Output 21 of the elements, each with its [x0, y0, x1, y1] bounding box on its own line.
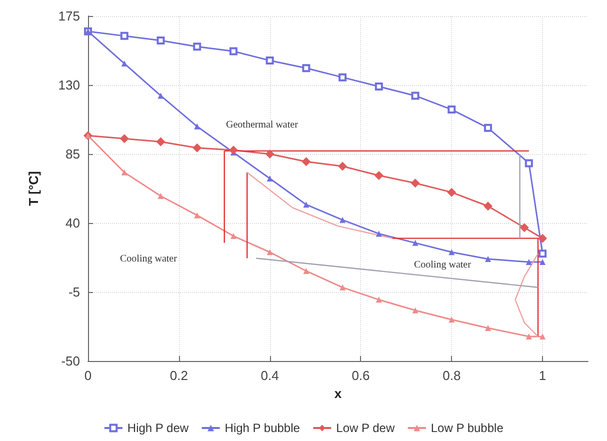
y-tick-label: 85: [66, 146, 80, 162]
annotation: Cooling water: [120, 254, 178, 264]
legend-label: Low P bubble: [430, 421, 504, 435]
x-tick-label: 0.2: [170, 368, 188, 383]
y-axis-title: T [°C]: [26, 171, 41, 206]
x-tick-label: 0.4: [260, 368, 279, 383]
x-tick-label: 0.6: [352, 368, 370, 383]
x-tick-label: 0: [84, 368, 92, 383]
annotation: Geothermal water: [226, 120, 299, 130]
legend-label: High P bubble: [224, 421, 300, 435]
legend-label: Low P dew: [336, 421, 395, 435]
y-tick-label: 40: [66, 216, 80, 230]
x-tick-label: 0.8: [442, 368, 461, 383]
y-tick-label: -50: [61, 354, 80, 368]
annotation: Cooling water: [414, 260, 472, 270]
legend-label: High P dew: [127, 421, 189, 435]
x-tick-label: 1: [538, 368, 546, 383]
y-tick-label: -5: [68, 284, 80, 300]
y-tick-label: 175: [58, 8, 80, 24]
y-tick-label: 130: [58, 78, 80, 92]
x-axis-title: x: [334, 386, 342, 401]
